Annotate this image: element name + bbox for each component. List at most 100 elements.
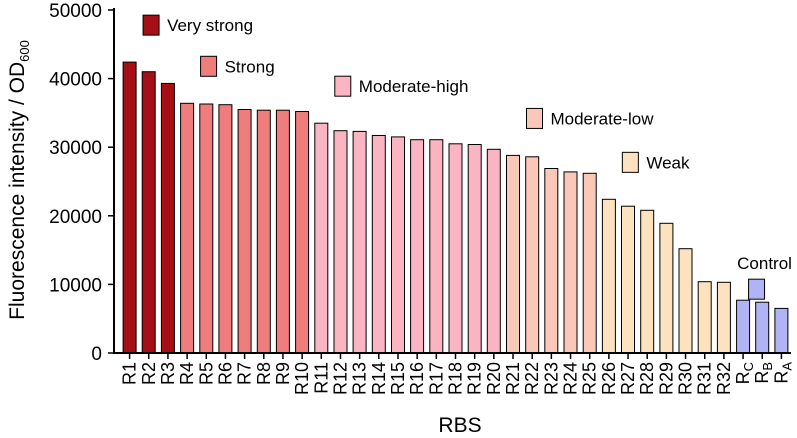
bar-r6 xyxy=(218,104,233,354)
y-ticks: 0 10000 20000 30000 40000 50000 xyxy=(49,1,114,365)
y-tick-label: 20000 xyxy=(49,207,102,228)
bar-r32 xyxy=(716,281,731,354)
x-tick-label: R10 xyxy=(292,362,312,395)
bar-r28 xyxy=(640,209,655,354)
x-tick-label: R7 xyxy=(235,362,255,385)
x-tick-label: R5 xyxy=(196,362,216,385)
x-ticks: R1 R2 R3 R4 R5 R6 R7 R8 R9 R10 R11 R12 R13 R14 R15 R16 R… xyxy=(120,353,794,395)
bar-r7 xyxy=(237,109,252,354)
x-tick-label: R4 xyxy=(177,362,197,385)
x-tick-label: R16 xyxy=(407,362,427,395)
x-tick-label: R23 xyxy=(541,362,561,395)
bar-r5 xyxy=(199,103,214,354)
x-tick-label: R9 xyxy=(273,362,293,385)
legend-swatch xyxy=(142,14,160,36)
x-tick-label: R29 xyxy=(656,362,676,395)
legend-swatch xyxy=(525,107,543,129)
bar-r29 xyxy=(659,222,674,354)
x-tick-label: R20 xyxy=(484,362,504,395)
bar-r10 xyxy=(295,111,310,354)
x-tick-label: RC xyxy=(733,362,756,384)
legend-item-strong: Strong xyxy=(200,55,275,77)
legend-item-weak: Weak xyxy=(621,151,690,173)
bar-r23 xyxy=(544,168,559,354)
x-tick-label: R27 xyxy=(618,362,638,395)
x-tick-label: R2 xyxy=(139,362,159,385)
legend-label: Strong xyxy=(225,57,275,76)
x-tick-label: R28 xyxy=(637,362,657,395)
x-tick-label: R25 xyxy=(580,362,600,395)
x-tick-label: R24 xyxy=(561,362,581,395)
legend-item-control: Control xyxy=(737,254,792,300)
x-tick-label: R18 xyxy=(446,362,466,395)
bar-r11 xyxy=(314,122,329,354)
bar-r19 xyxy=(467,144,482,354)
bar-r20 xyxy=(486,148,501,354)
y-tick-label: 30000 xyxy=(49,138,102,159)
y-axis-title: Fluorescence intensity / OD600 xyxy=(6,40,32,320)
bar-r3 xyxy=(160,82,175,354)
legend-label: Weak xyxy=(646,153,690,172)
bar-ra xyxy=(774,307,789,354)
y-tick-label: 10000 xyxy=(49,275,102,296)
x-tick-label: R15 xyxy=(388,362,408,395)
x-tick-label: R3 xyxy=(158,362,178,385)
x-tick-label: R13 xyxy=(350,362,370,395)
legend-item-moderate-high: Moderate-high xyxy=(334,75,469,97)
bar-r21 xyxy=(506,154,520,354)
legend-label: Very strong xyxy=(167,16,253,35)
bar-r18 xyxy=(448,143,463,354)
legend-label: Control xyxy=(737,254,792,273)
bars-layer xyxy=(122,61,789,354)
x-tick-label: RB xyxy=(752,362,775,384)
bar-r2 xyxy=(141,71,156,354)
y-tick-label: 50000 xyxy=(49,1,102,22)
y-axis-title-main: Fluorescence intensity / OD xyxy=(6,62,29,320)
legend-swatch xyxy=(748,278,766,300)
bar-r1 xyxy=(122,61,137,354)
bar-r25 xyxy=(582,172,597,354)
bar-r4 xyxy=(180,102,195,354)
bar-r16 xyxy=(410,139,425,354)
bar-r31 xyxy=(697,281,712,354)
bar-r22 xyxy=(525,156,540,354)
x-tick-label: R11 xyxy=(311,362,331,394)
bar-rc xyxy=(736,299,751,354)
bar-r9 xyxy=(275,109,290,354)
bar-r27 xyxy=(621,205,635,354)
bar-r30 xyxy=(678,248,693,354)
y-axis-title-subscript: 600 xyxy=(17,40,32,62)
bar-rb xyxy=(755,301,770,354)
x-tick-label: R22 xyxy=(522,362,542,395)
legend: Very strong Strong Moderate-high Moderate-l… xyxy=(142,14,792,300)
bar-r26 xyxy=(601,198,616,354)
legend-item-very-strong: Very strong xyxy=(142,14,253,36)
x-tick-label: R12 xyxy=(331,362,351,395)
x-tick-label: R8 xyxy=(254,362,274,385)
legend-label: Moderate-high xyxy=(359,77,469,96)
legend-swatch xyxy=(621,151,639,173)
x-tick-label: R6 xyxy=(215,362,235,385)
x-tick-label: R26 xyxy=(599,362,619,395)
bar-r17 xyxy=(429,139,444,354)
legend-label: Moderate-low xyxy=(550,109,654,128)
legend-swatch xyxy=(334,75,352,97)
bar-r24 xyxy=(563,171,578,354)
x-axis-title: RBS xyxy=(438,414,481,437)
x-tick-label: R1 xyxy=(120,362,140,385)
y-tick-label: 40000 xyxy=(49,70,102,91)
x-tick-label: R32 xyxy=(714,362,734,395)
x-tick-label: R14 xyxy=(369,362,389,395)
x-tick-label: R31 xyxy=(695,362,715,395)
legend-swatch xyxy=(200,55,218,77)
bar-r13 xyxy=(352,130,367,354)
x-tick-label: R30 xyxy=(676,362,696,395)
legend-item-moderate-low: Moderate-low xyxy=(525,107,654,129)
bar-r15 xyxy=(391,136,405,354)
bar-r8 xyxy=(256,109,271,354)
bar-r14 xyxy=(371,135,386,354)
y-tick-label: 0 xyxy=(91,344,102,365)
bar-r12 xyxy=(333,130,348,354)
x-tick-label: R19 xyxy=(465,362,485,395)
